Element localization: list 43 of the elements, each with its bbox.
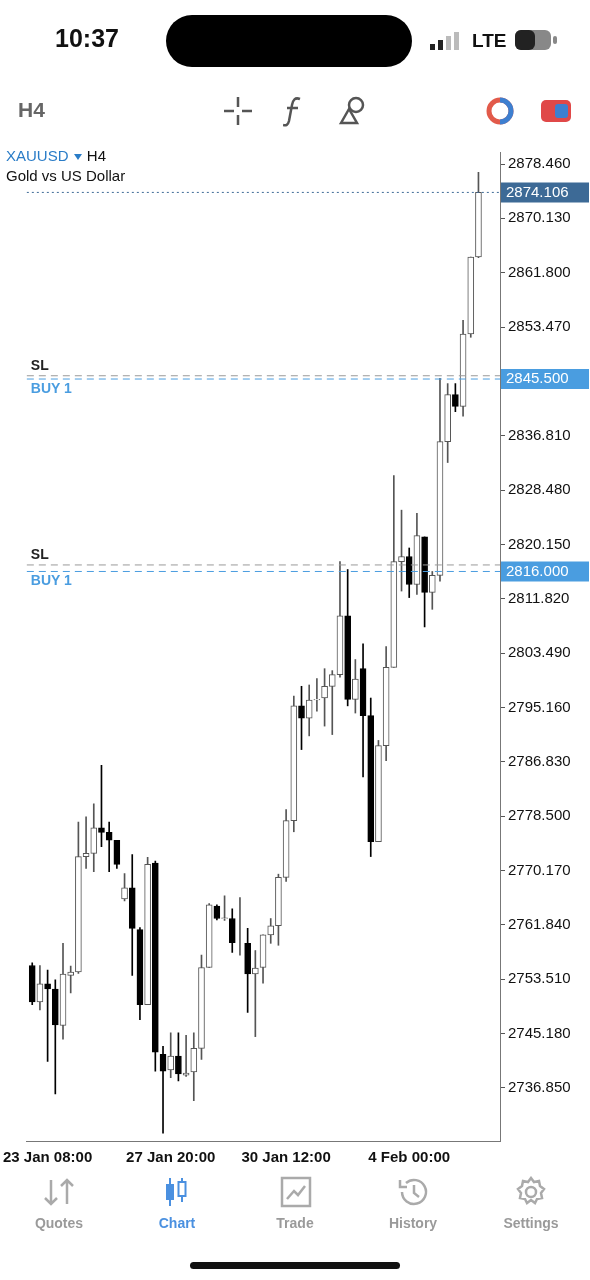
annotation: H4 [86,147,107,164]
y-tick-label: 2786.830 [508,751,571,769]
y-tick-label: 2861.800 [508,262,571,280]
y-tick-label: 2836.810 [508,425,571,443]
candlestick [105,821,113,872]
text: Settings [502,1215,560,1231]
chart-title: XAUUSD [6,147,69,164]
y-tick-label: 2803.490 [508,643,571,661]
x-tick-label: 27 Jan 20:00 [126,1148,216,1166]
y-tick-label: 2811.820 [508,588,570,606]
y-tick-label: 2870.130 [508,208,571,226]
text: History [387,1215,439,1231]
ref-line-label: 2874.106 [506,182,569,200]
ref-line-label: SL [30,545,50,562]
text: Chart [157,1215,197,1231]
text: 2845.500 [506,369,569,387]
y-tick-label: 2736.850 [508,1077,571,1095]
text: 10:37 [55,24,119,53]
candlestick [328,670,336,735]
y-tick-label: 2753.510 [508,969,571,987]
text: H4 [18,98,45,122]
text: Gold vs US Dollar [6,167,126,184]
text: LTE [472,30,507,52]
ref-line-label: SL [30,356,50,373]
y-tick-label: 2745.180 [508,1023,571,1041]
candlestick [313,678,321,712]
ref-line-label: BUY 1 [30,379,73,396]
text: Quotes [33,1215,85,1231]
x-tick-label: 30 Jan 12:00 [241,1148,331,1166]
text: 2816.000 [506,561,569,579]
candlestick [67,965,75,994]
text: Trade [275,1215,315,1231]
y-tick-label: 2853.470 [508,317,571,335]
y-tick-label: 2778.500 [508,806,571,824]
ref-line-label: BUY 1 [30,572,73,589]
x-tick-label: 4 Feb 00:00 [368,1148,451,1166]
y-tick-label: 2770.170 [508,860,571,878]
y-tick-label: 2820.150 [508,534,571,552]
x-tick-label: 23 Jan 08:00 [3,1148,93,1166]
y-tick-label: 2828.480 [508,480,571,498]
y-tick-label: 2761.840 [508,914,571,932]
y-tick-label: 2878.460 [508,154,571,172]
y-tick-label: 2795.160 [508,697,571,715]
